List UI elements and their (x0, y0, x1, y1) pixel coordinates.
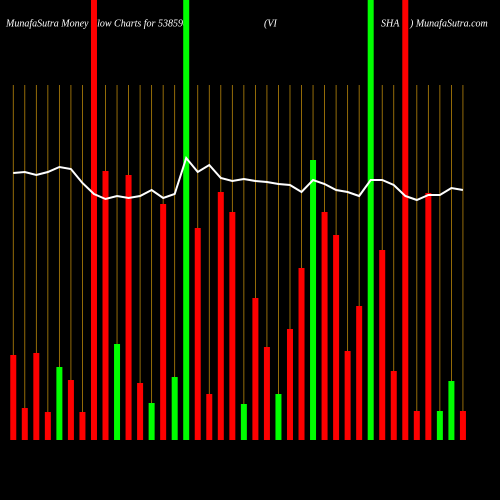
bar (229, 212, 236, 440)
chart-title: SHA (381, 18, 400, 29)
bar (194, 228, 201, 440)
bar (67, 380, 74, 440)
chart-title: (VI (264, 18, 277, 29)
bar (33, 353, 40, 440)
bar (425, 193, 432, 440)
bar (217, 192, 224, 440)
bar (148, 403, 155, 440)
bar (310, 160, 317, 440)
bar (413, 411, 420, 440)
bar (344, 351, 351, 440)
bar (56, 367, 63, 440)
bar (252, 298, 259, 440)
bar (114, 344, 121, 440)
bar (183, 0, 190, 440)
bar (459, 411, 466, 440)
bar (206, 394, 213, 440)
bar (137, 383, 144, 440)
bar (125, 175, 132, 440)
bar (171, 377, 178, 440)
bar (390, 371, 397, 440)
bar (90, 0, 97, 440)
bar (333, 235, 340, 440)
bar (356, 306, 363, 440)
bar (379, 250, 386, 440)
bar (402, 0, 409, 440)
chart-title: ) MunafaSutra.com (409, 18, 488, 29)
bar (240, 404, 247, 440)
bar (436, 411, 443, 440)
bar (10, 355, 17, 440)
bar (21, 408, 28, 440)
bar (448, 381, 455, 440)
bar (79, 412, 86, 440)
bar (160, 204, 167, 440)
bar (321, 212, 328, 440)
bar (263, 347, 270, 440)
bar (44, 412, 51, 440)
bar (102, 171, 109, 440)
bar (286, 329, 293, 440)
bar (275, 394, 282, 440)
money-flow-line (13, 155, 464, 202)
bar (367, 0, 374, 440)
bar (298, 268, 305, 440)
